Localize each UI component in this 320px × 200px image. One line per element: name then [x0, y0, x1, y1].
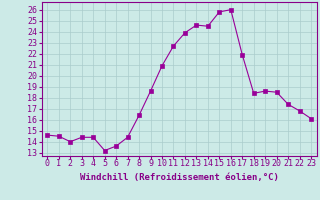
X-axis label: Windchill (Refroidissement éolien,°C): Windchill (Refroidissement éolien,°C) [80, 173, 279, 182]
